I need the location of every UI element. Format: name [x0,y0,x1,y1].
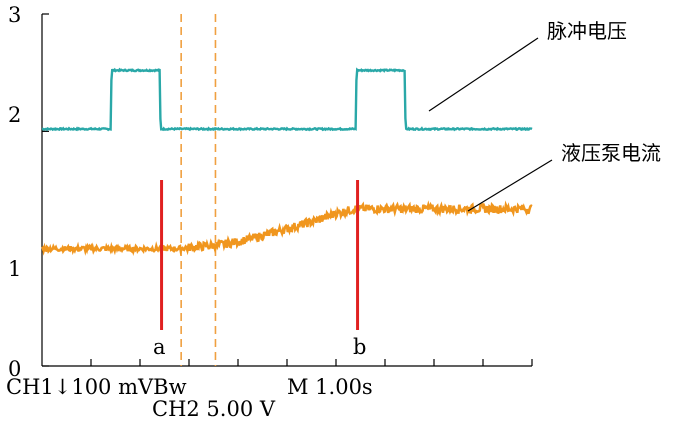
marker-lines [160,180,360,330]
dashed-cursor-lines [180,14,217,366]
ch1-setting-label: CH1↓100 mVBw [6,375,187,399]
axes [41,13,533,367]
marker-label-a: a [153,335,166,359]
voltage-series-line [41,67,533,132]
voltage-series-label: 脉冲电压 [547,19,627,43]
marker-label-b: b [353,335,366,359]
current-series-line [41,200,533,257]
ch2-setting-label: CH2 5.00 V [152,397,276,421]
y-tick-label-1: 1 [8,257,21,281]
time-scale-label: M 1.00s [287,375,373,399]
series-layer [41,67,533,257]
y-tick-label-0: 0 [8,357,21,381]
current-leader-line [467,159,553,212]
y-tick-label-2: 2 [8,103,21,127]
y-tick-label-3: 3 [8,3,21,27]
current-series-label: 液压泵电流 [561,141,661,165]
voltage-leader-line [428,37,539,112]
